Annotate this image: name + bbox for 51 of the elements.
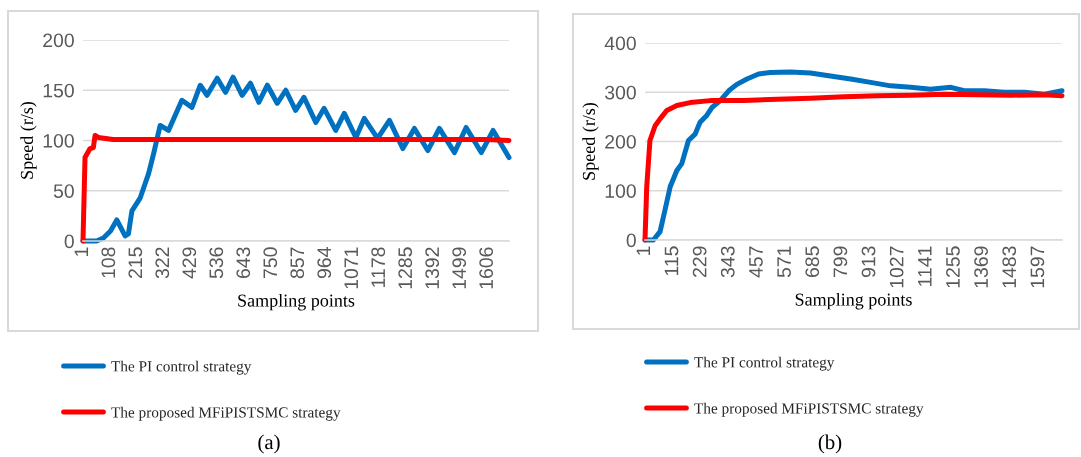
text: (b) [818,434,842,454]
x-tick-label: 115 [664,246,679,276]
x-tick-label: 685 [805,246,820,278]
x-tick-label: 571 [777,246,791,278]
legend-label: The proposed MFiPISTSMC strategy [694,402,924,417]
y-tick-label: 50 [53,184,74,198]
x-tick-label: 108 [101,247,116,278]
x-tick-label: 1597 [1030,246,1045,288]
x-tick-label: 429 [182,247,197,279]
x-tick-label: 913 [861,246,876,278]
x-tick-label: 1369 [974,246,988,288]
y-tick-label: 100 [43,133,74,148]
y-tick-label: 0 [64,234,74,249]
x-tick-label: 857 [290,247,305,279]
x-tick-label: 1178 [371,247,386,287]
x-tick-label: 1 [74,247,89,256]
y-tick-label: 150 [43,83,74,98]
x-tick-label: 1 [636,246,651,255]
x-tick-label: 750 [263,247,278,278]
x-tick-label: 1392 [425,247,440,289]
x-tick-label: 229 [692,246,707,278]
x-tick-label: 964 [317,247,332,279]
x-tick-label: 1499 [452,247,467,289]
x-tick-label: 215 [128,247,143,279]
x-tick-label: 536 [209,247,224,279]
x-tick-label: 1285 [398,247,413,289]
y-axis-title: Speed (r/s) [582,102,599,180]
y-tick-label: 300 [604,85,636,100]
legend-label: The PI control strategy [111,360,252,375]
legend-label: The PI control strategy [694,356,835,371]
x-tick-label: 1483 [1002,246,1017,288]
x-tick-label: 457 [749,246,763,278]
x-tick-label: 1027 [889,246,904,288]
x-tick-label: 1141 [918,246,932,286]
y-tick-label: 400 [604,36,636,51]
x-tick-label: 643 [236,247,251,279]
x-axis-title: Sampling points [795,292,912,310]
x-tick-label: 1071 [344,247,359,289]
x-tick-label: 799 [833,246,848,277]
x-tick-label: 343 [720,246,735,278]
legend-label: The proposed MFiPISTSMC strategy [111,406,341,421]
y-tick-label: 200 [605,134,636,149]
text: (a) [258,434,280,454]
y-axis-title: Speed (r/s) [20,101,37,179]
y-tick-label: 0 [626,233,636,248]
y-tick-label: 100 [605,184,636,198]
x-tick-label: 1255 [946,246,960,288]
y-tick-label: 200 [43,33,74,48]
x-tick-label: 1606 [479,247,494,289]
x-axis-title: Sampling points [238,293,355,311]
x-tick-label: 322 [155,247,170,279]
